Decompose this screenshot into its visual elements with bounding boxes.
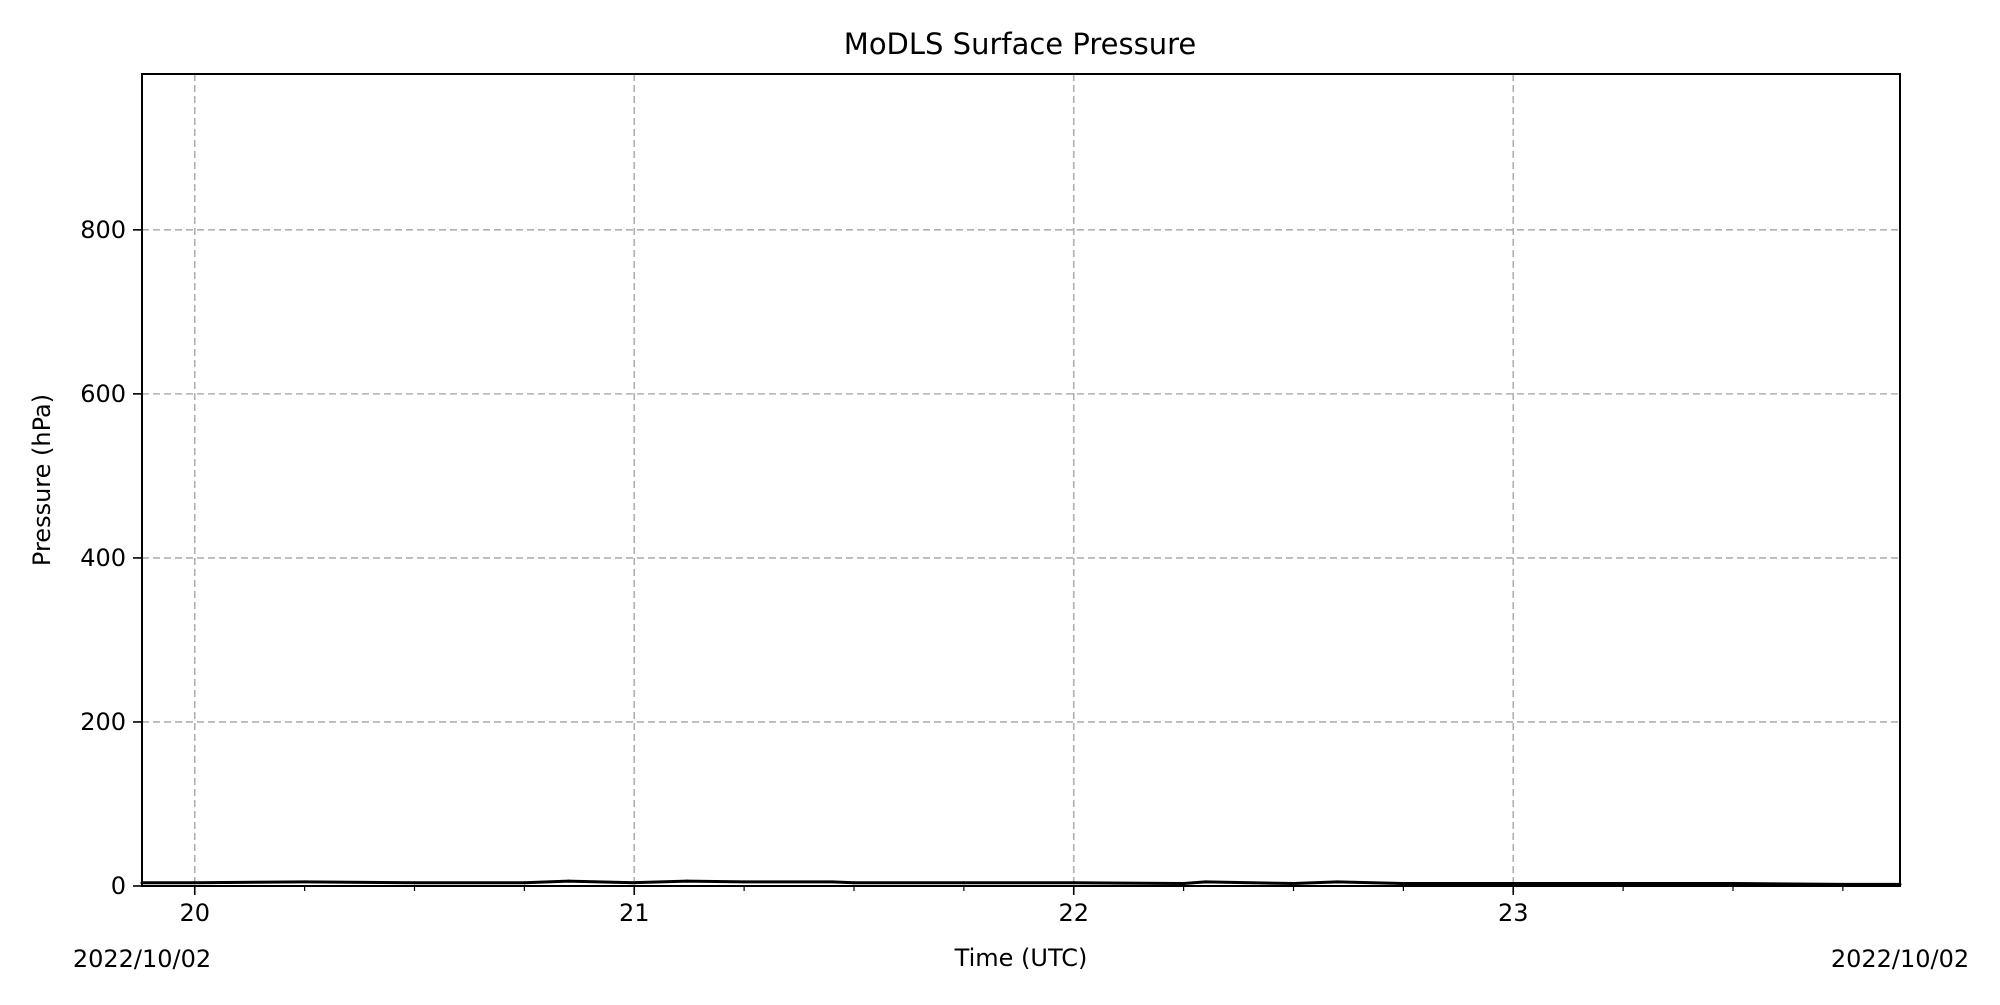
data-point: [742, 880, 746, 884]
data-point: [1072, 881, 1076, 885]
data-point: [1731, 882, 1735, 886]
data-point: [566, 879, 570, 883]
data-point: [193, 881, 197, 885]
x-tick-label: 22: [1058, 899, 1089, 927]
plot-area-frame: [141, 73, 1901, 887]
data-point: [303, 880, 307, 884]
data-point: [1204, 880, 1208, 884]
x-tick-label: 20: [179, 899, 210, 927]
y-tick-label: 600: [80, 380, 126, 408]
x-tick-label: 23: [1498, 899, 1529, 927]
data-point: [830, 880, 834, 884]
y-tick-label: 400: [80, 544, 126, 572]
y-tick-label: 0: [111, 872, 126, 900]
data-point: [412, 881, 416, 885]
data-point: [1511, 882, 1515, 886]
y-axis-label: Pressure (hPa): [28, 394, 56, 566]
data-point: [1401, 882, 1405, 886]
x-axis-end-date: 2022/10/02: [1831, 945, 1969, 973]
y-tick-label: 800: [80, 216, 126, 244]
data-point: [962, 881, 966, 885]
chart-title: MoDLS Surface Pressure: [844, 27, 1196, 61]
data-point: [852, 881, 856, 885]
y-tick-label: 200: [80, 708, 126, 736]
x-axis-start-date: 2022/10/02: [73, 945, 211, 973]
data-point: [1621, 882, 1625, 886]
data-point: [1182, 882, 1186, 886]
x-tick-label: 21: [619, 899, 650, 927]
x-axis-ticks: 20 21 22 23: [179, 886, 1844, 927]
y-axis-ticks: 0 200 400 600 800: [80, 216, 142, 900]
x-axis-label: Time (UTC): [954, 944, 1088, 972]
data-point: [1291, 882, 1295, 886]
grid-lines: [142, 74, 1900, 886]
data-point: [522, 881, 526, 885]
data-point: [632, 881, 636, 885]
data-point: [685, 879, 689, 883]
data-point: [1335, 880, 1339, 884]
